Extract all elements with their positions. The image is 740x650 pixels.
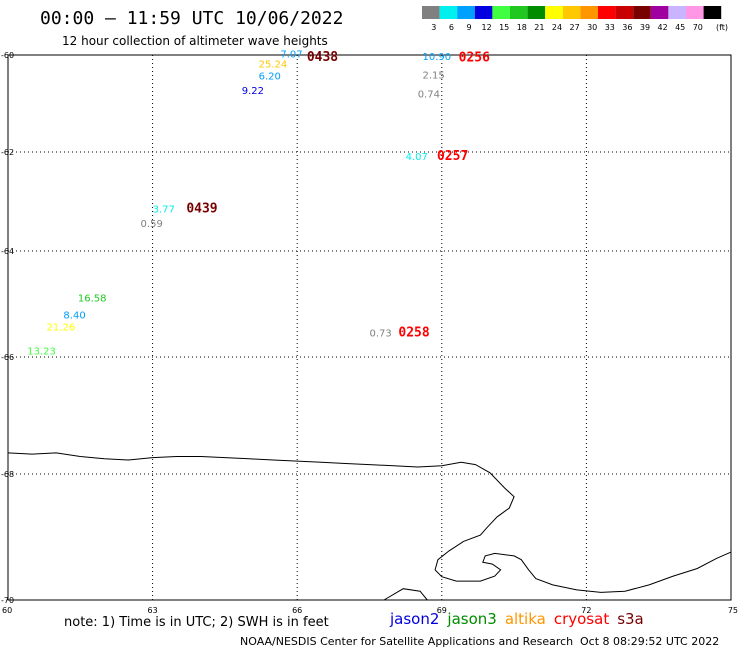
scale-tick-label: 9 (466, 23, 471, 32)
scale-tick-label: 18 (517, 23, 527, 32)
scale-tick-label: 27 (570, 23, 580, 32)
pass-time-label: 0257 (437, 149, 468, 164)
scale-swatch (650, 6, 669, 19)
pass-time-labels: 0438 0256 0257 0439 0258 (186, 50, 490, 341)
wave-height-value: 8.40 (63, 310, 85, 321)
wave-height-value: 6.20 (259, 71, 281, 82)
latitude-tick-label: -70 (1, 596, 14, 605)
map-subtitle: 12 hour collection of altimeter wave hei… (62, 34, 328, 48)
wave-height-value: 13.23 (27, 346, 56, 357)
antarctic-coastline (7, 452, 732, 593)
longitude-tick-label: 69 (437, 606, 447, 615)
latitude-tick-label: -66 (1, 353, 14, 362)
latitude-tick-labels: -60 -62 -64 -66 -68 -70 (1, 51, 14, 605)
scale-swatch (633, 6, 651, 19)
scale-tick-label: 3 (431, 23, 436, 32)
longitude-tick-label: 60 (2, 606, 12, 615)
satellite-legend-entry: jason3 (446, 610, 496, 628)
wave-height-value: 10.90 (423, 52, 452, 63)
scale-tick-label: 6 (449, 23, 454, 32)
wave-height-value: 0.74 (418, 90, 440, 101)
scale-tick-label: 39 (640, 23, 650, 32)
scale-tick-label: 45 (675, 23, 685, 32)
scale-unit-label: (ft) (716, 23, 728, 32)
footer-note: note: 1) Time is in UTC; 2) SWH is in fe… (64, 615, 329, 630)
pass-time-label: 0258 (398, 325, 429, 340)
pass-time-label: 0439 (186, 201, 217, 216)
longitude-tick-label: 75 (728, 606, 738, 615)
satellite-legend-entry: jason2 (389, 610, 439, 628)
wave-height-value: 7.07 (280, 49, 302, 60)
map-frame (7, 54, 732, 601)
scale-swatch (545, 6, 563, 19)
scale-swatch (527, 6, 546, 19)
wave-height-color-scale: 3 6 9 12 15 18 21 24 27 30 33 36 39 42 45 70 (422, 6, 722, 32)
scale-swatch (686, 6, 704, 19)
coastline-fragment (383, 588, 428, 601)
wave-height-value: 9.22 (242, 86, 264, 97)
scale-swatch (615, 6, 634, 19)
scale-tick-label: 24 (552, 23, 562, 32)
pass-time-label: 0256 (459, 50, 490, 65)
longitude-tick-labels: 60 63 66 69 72 75 (2, 606, 738, 615)
scale-swatch (668, 6, 686, 19)
scale-tick-label: 15 (499, 23, 509, 32)
wave-height-value: 0.73 (370, 328, 392, 339)
latitude-tick-label: -62 (1, 148, 14, 157)
wave-height-value: 3.77 (153, 204, 175, 215)
longitude-tick-label: 72 (581, 606, 591, 615)
scale-swatch (457, 6, 475, 19)
scale-swatch (580, 6, 598, 19)
latitude-tick-label: -64 (1, 247, 14, 256)
generated-timestamp: Oct 8 08:29:52 UTC 2022 (580, 635, 719, 648)
scale-swatch (422, 6, 440, 19)
scale-tick-label: 21 (534, 23, 544, 32)
map-title: 00:00 – 11:59 UTC 10/06/2022 (40, 8, 343, 29)
latitude-tick-label: -68 (1, 470, 14, 479)
pass-time-label: 0438 (307, 50, 338, 65)
scale-tick-label: 30 (587, 23, 597, 32)
scale-swatch (598, 6, 616, 19)
scale-tick-label: 12 (482, 23, 492, 32)
longitude-tick-label: 63 (148, 606, 158, 615)
scale-swatch (510, 6, 528, 19)
scale-tick-label: 42 (658, 23, 668, 32)
satellite-legend: jason2 jason3 altika cryosat s3a (389, 610, 644, 628)
wave-height-value: 4.07 (406, 152, 428, 163)
wave-height-value: 21.26 (47, 323, 76, 334)
satellite-legend-entry: cryosat (554, 610, 609, 628)
wave-height-value: 0.59 (141, 219, 163, 230)
scale-tick-label: 70 (693, 23, 703, 32)
scale-swatch (562, 6, 581, 19)
scale-swatch (474, 6, 493, 19)
latitude-tick-label: -60 (1, 51, 14, 60)
satellite-legend-entry: altika (505, 610, 546, 628)
longitude-tick-label: 66 (292, 606, 302, 615)
scale-swatch (703, 6, 722, 19)
wave-height-value: 16.58 (78, 293, 107, 304)
wave-height-value: 2.15 (423, 70, 445, 81)
wave-height-value: 25.24 (259, 60, 288, 71)
satellite-legend-entry: s3a (617, 610, 644, 628)
scale-swatch (439, 6, 458, 19)
graticule-grid (8, 55, 731, 600)
credit-line: NOAA/NESDIS Center for Satellite Applica… (240, 635, 573, 648)
scale-tick-label: 33 (605, 23, 615, 32)
scale-swatch (492, 6, 510, 19)
scale-tick-label: 36 (622, 23, 632, 32)
